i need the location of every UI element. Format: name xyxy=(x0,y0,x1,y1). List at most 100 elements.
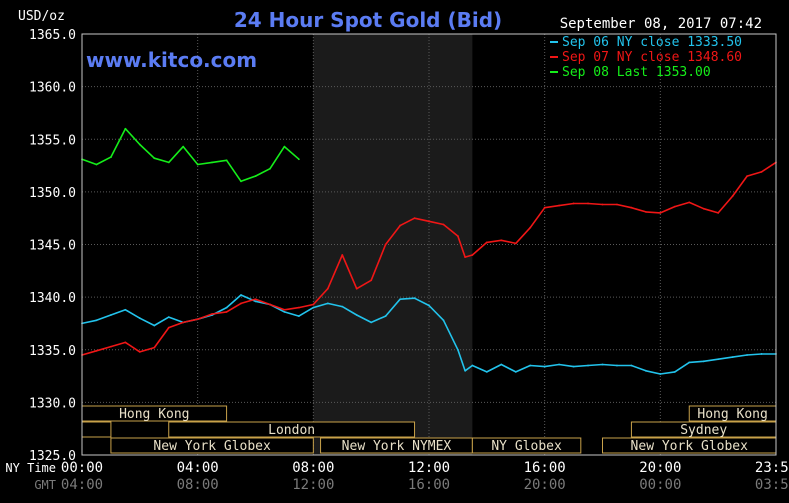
y-axis-label: USD/oz xyxy=(18,9,65,24)
watermark: www.kitco.com xyxy=(86,48,257,72)
y-tick-label: 1330.0 xyxy=(29,396,76,411)
series-point xyxy=(182,145,185,148)
series-point xyxy=(601,363,604,366)
series-point xyxy=(240,302,242,305)
series-point xyxy=(673,205,676,208)
series-point xyxy=(529,364,532,367)
series-point xyxy=(659,373,662,375)
x-axis: NY Time 00:00 04:00 08:00 12:00 16:00 20:00 23:… xyxy=(5,460,789,493)
series-point xyxy=(464,256,467,259)
series-point xyxy=(254,300,257,303)
series-point xyxy=(413,217,416,220)
series-point xyxy=(760,170,763,173)
legend-swatch xyxy=(550,56,558,58)
y-tick-label: 1325.0 xyxy=(29,449,76,464)
series-point xyxy=(95,163,98,166)
series-point xyxy=(211,313,214,315)
series-line xyxy=(81,161,777,356)
series-point xyxy=(485,370,488,373)
series-point xyxy=(124,127,127,130)
series-point xyxy=(297,158,300,161)
gridlines xyxy=(82,34,776,455)
x-tick-label: 03:59 xyxy=(755,477,789,493)
series-point xyxy=(167,161,170,164)
series-point xyxy=(587,364,589,367)
x-tick-label: 23:59 xyxy=(755,460,789,476)
series-point xyxy=(95,319,98,322)
series-point xyxy=(399,224,401,227)
plot-frame xyxy=(81,33,777,456)
series-point xyxy=(167,326,170,329)
series-point xyxy=(326,302,329,305)
series-point xyxy=(746,175,748,177)
series-point xyxy=(514,370,517,373)
series-point xyxy=(471,254,474,256)
series-point xyxy=(254,175,257,177)
y-tick-label: 1335.0 xyxy=(29,344,76,359)
series-point xyxy=(196,163,199,166)
x-tick-label: 16:00 xyxy=(524,460,566,476)
x-tick-label: 16:00 xyxy=(408,477,450,493)
x-tick-label: 08:00 xyxy=(177,477,219,493)
series-point xyxy=(485,241,488,244)
series-point xyxy=(341,254,344,256)
x-tick-label: 12:00 xyxy=(408,460,450,476)
series-point xyxy=(153,346,156,349)
series-point xyxy=(95,349,98,352)
series-point xyxy=(464,369,467,372)
series-point xyxy=(297,315,300,317)
legend-swatch xyxy=(550,41,558,43)
series-point xyxy=(283,310,286,313)
series-point xyxy=(124,341,127,344)
legend-swatch xyxy=(550,71,558,73)
series-point xyxy=(153,157,156,160)
series-point xyxy=(355,314,358,316)
market-session-label: London xyxy=(268,423,315,438)
series-point xyxy=(413,297,416,300)
legend-entry: Sep 06 NY close 1333.50 xyxy=(562,35,742,50)
series-point xyxy=(471,364,474,367)
y-tick-label: 1360.0 xyxy=(29,81,76,96)
series-point xyxy=(153,324,156,327)
series-point xyxy=(731,195,734,197)
series-point xyxy=(558,363,561,366)
market-session-label: New York NYMEX xyxy=(342,439,452,454)
series-point xyxy=(688,201,691,204)
y-tick-label: 1345.0 xyxy=(29,239,76,254)
series-point xyxy=(702,207,705,210)
series-point xyxy=(659,212,662,214)
series-point xyxy=(500,363,503,366)
series-point xyxy=(269,303,271,306)
series-point xyxy=(760,353,763,355)
series-point xyxy=(616,203,618,206)
series-point xyxy=(644,210,647,213)
y-tick-label: 1350.0 xyxy=(29,186,76,201)
series-point xyxy=(731,356,734,359)
series-point xyxy=(457,235,459,237)
series-point xyxy=(254,298,257,301)
x-tick-label: 00:00 xyxy=(639,477,681,493)
x-tick-label: 20:00 xyxy=(524,477,566,493)
x-tick-label: 12:00 xyxy=(292,477,334,493)
series-point xyxy=(283,308,286,311)
series-point xyxy=(269,167,271,170)
series-point xyxy=(428,220,430,223)
series-point xyxy=(746,354,748,356)
series-point xyxy=(283,145,286,148)
series-point xyxy=(110,156,112,159)
series-point xyxy=(196,318,199,321)
x-tick-label: 20:00 xyxy=(639,460,681,476)
series-point xyxy=(717,212,720,214)
y-axis: 1365.0 1360.0 1355.0 1350.0 1345.0 1340.0 1335… xyxy=(29,28,76,464)
market-session-label: New York Globex xyxy=(153,439,271,454)
market-session-label: Hong Kong xyxy=(697,407,767,422)
market-session-label: Sydney xyxy=(680,423,727,438)
series-point xyxy=(543,206,546,209)
series-point xyxy=(240,180,242,183)
series-lines xyxy=(81,127,777,375)
chart-title: 24 Hour Spot Gold (Bid) xyxy=(234,8,502,32)
y-tick-label: 1340.0 xyxy=(29,291,76,306)
series-point xyxy=(601,203,604,206)
series-point xyxy=(543,365,546,368)
